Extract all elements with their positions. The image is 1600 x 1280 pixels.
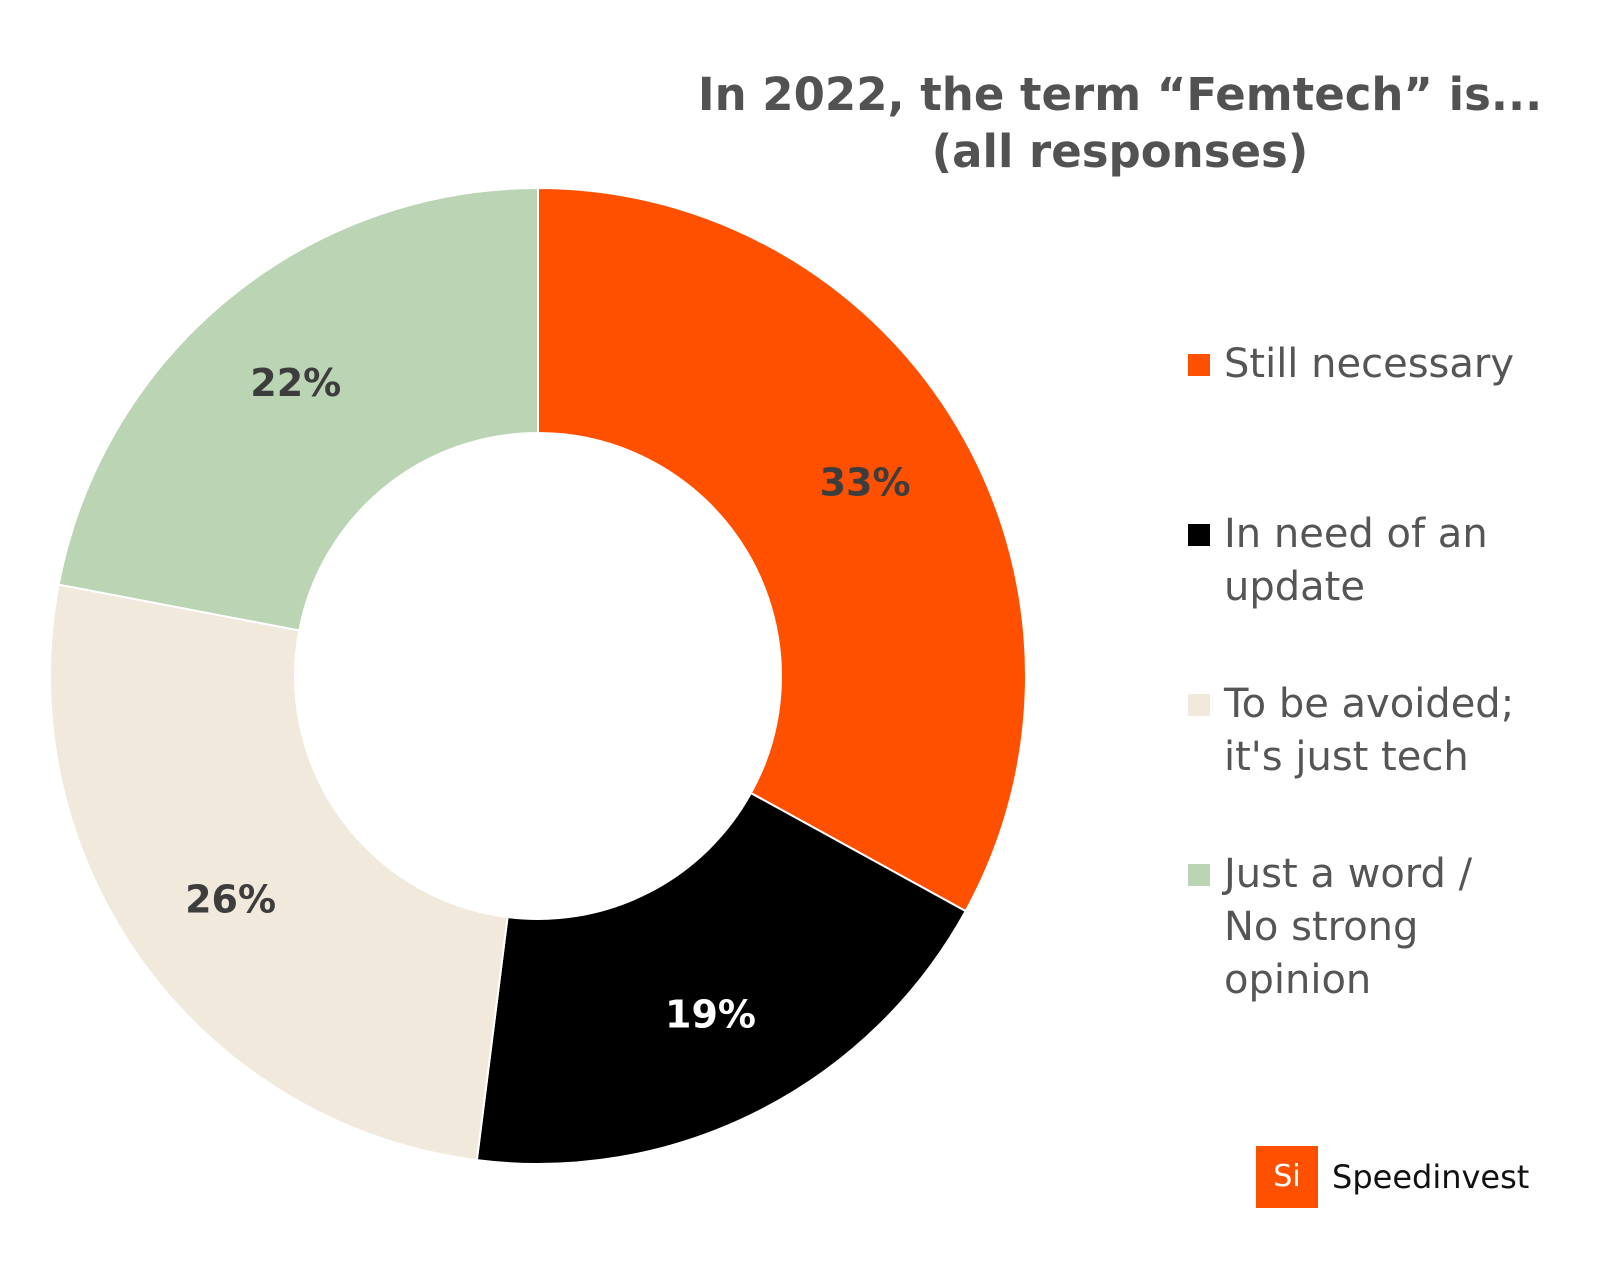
logo-mark: Si (1256, 1146, 1318, 1208)
donut-slice-labels: 33% 19% 26% 22% (185, 361, 910, 1036)
legend-swatch-still-necessary (1188, 354, 1210, 376)
donut-chart: 33% 19% 26% 22% (49, 186, 1027, 1165)
chart-title-line-1: In 2022, the term “Femtech” is... (697, 68, 1543, 121)
legend-swatch-in-need-of-an-update (1188, 524, 1210, 546)
logo-wordmark: Speedinvest (1332, 1158, 1530, 1196)
slice-value-label-in-need-of-an-update: 19% (665, 993, 756, 1037)
slice-value-label-still-necessary: 33% (820, 461, 911, 505)
slice-value-label-to-be-avoided-it-s-just-tech: 26% (185, 877, 276, 921)
legend-label-just-a-word: Just a word / No strong opinion (1224, 851, 1473, 1003)
legend-swatch-just-a-word (1188, 864, 1210, 886)
chart-title-line-2: (all responses) (931, 125, 1309, 178)
donut-slice-just-a-word-no-strong-opinion (57, 186, 539, 632)
donut-slice-to-be-avoided-it-s-just-tech (49, 583, 509, 1162)
donut-slice-still-necessary (537, 186, 1027, 913)
legend-swatch-to-be-avoided (1188, 694, 1210, 716)
donut-slice-in-need-of-an-update (475, 791, 967, 1165)
donut-slices (49, 186, 1027, 1165)
legend-label-in-need-of-an-update: In need of an update (1224, 511, 1488, 610)
slice-value-label-just-a-word-no-strong-opinion: 22% (250, 361, 341, 405)
chart-title: In 2022, the term “Femtech” is... (all r… (640, 66, 1600, 180)
legend-label-to-be-avoided: To be avoided; it's just tech (1224, 681, 1515, 780)
legend-label-still-necessary: Still necessary (1224, 341, 1514, 387)
